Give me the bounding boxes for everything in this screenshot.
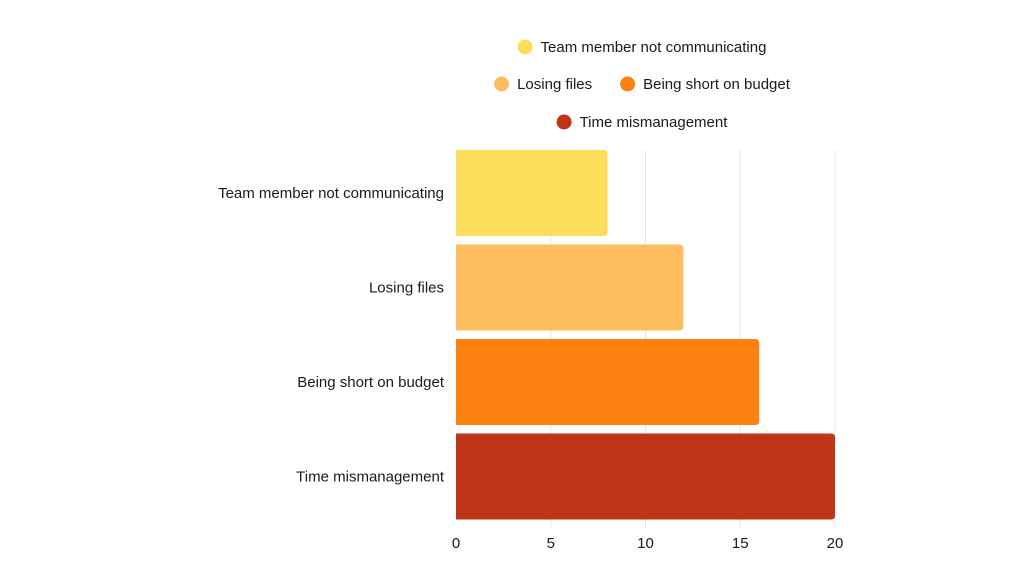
legend-item-being-short-on-budget: Being short on budget <box>620 76 791 93</box>
y-label-team-member-not-communicating: Team member not communicating <box>218 185 444 202</box>
legend-label-team-member-not-communicating: Team member not communicating <box>541 39 767 56</box>
legend-marker-losing-files <box>494 76 510 92</box>
x-axis-ticks: 0 5 10 15 20 <box>452 535 844 552</box>
legend-item-time-mismanagement: Time mismanagement <box>556 114 729 131</box>
legend-label-losing-files: Losing files <box>517 76 592 93</box>
legend-marker-time-mismanagement <box>556 114 572 130</box>
y-axis-labels: Team member not communicating Losing file… <box>218 185 445 486</box>
bar-losing-files <box>456 244 684 331</box>
x-tick-0: 0 <box>452 535 460 552</box>
bar-being-short-on-budget <box>456 339 760 425</box>
legend-item-losing-files: Losing files <box>494 76 592 93</box>
bar-time-mismanagement <box>456 433 835 520</box>
y-label-time-mismanagement: Time mismanagement <box>296 469 445 486</box>
legend-label-being-short-on-budget: Being short on budget <box>643 76 791 93</box>
x-tick-5: 5 <box>547 535 555 552</box>
y-label-losing-files: Losing files <box>369 280 444 297</box>
legend-marker-being-short-on-budget <box>620 76 636 92</box>
bars <box>456 150 835 520</box>
x-tick-15: 15 <box>732 535 749 552</box>
legend-label-time-mismanagement: Time mismanagement <box>580 114 729 131</box>
bar-team-member-not-communicating <box>456 150 608 236</box>
x-tick-20: 20 <box>827 535 844 552</box>
y-label-being-short-on-budget: Being short on budget <box>297 374 445 391</box>
legend-item-team-member-not-communicating: Team member not communicating <box>517 39 767 56</box>
legend-marker-team-member-not-communicating <box>517 39 533 55</box>
legend: Team member not communicating Losing file… <box>494 39 791 131</box>
x-tick-10: 10 <box>637 535 654 552</box>
